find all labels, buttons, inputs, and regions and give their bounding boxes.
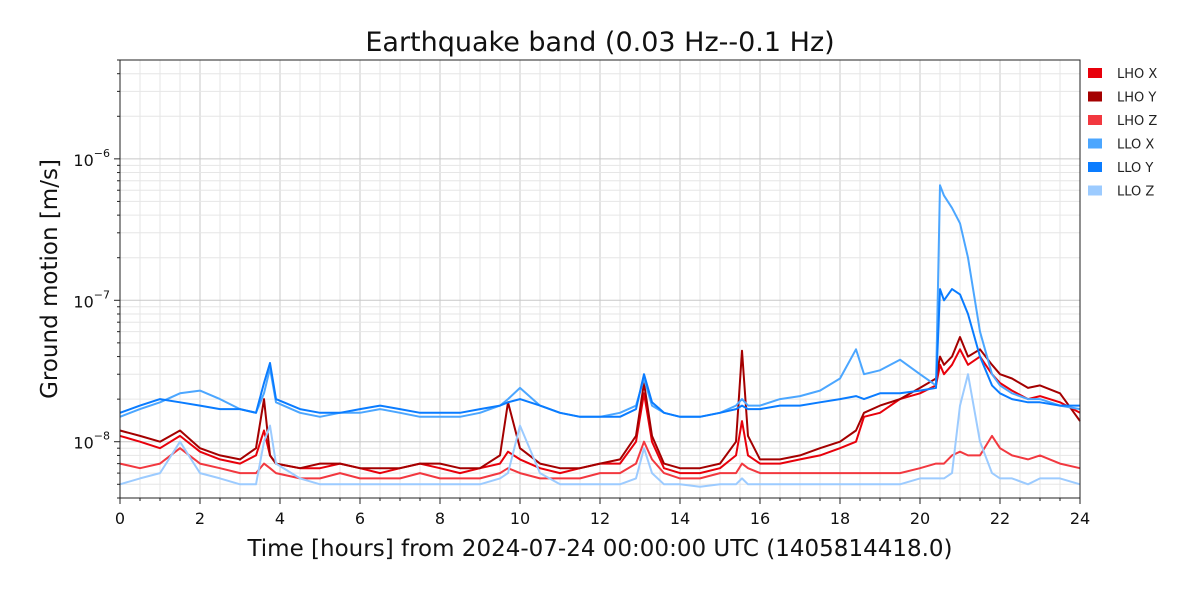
x-tick-label: 22 <box>990 509 1010 528</box>
series-line-llo-z <box>119 373 1081 488</box>
legend-label-lho-z: LHO Z <box>1117 114 1157 129</box>
x-tick-label: 6 <box>355 509 365 528</box>
y-tick-label: 10−6 <box>73 147 110 170</box>
x-tick-label: 8 <box>435 509 445 528</box>
y-tick-label: 10−7 <box>73 288 110 311</box>
x-tick-label: 12 <box>590 509 610 528</box>
x-tick-label: 18 <box>830 509 850 528</box>
legend-label-lho-y: LHO Y <box>1117 91 1156 106</box>
x-tick-label: 14 <box>670 509 690 528</box>
series-line-lho-z <box>119 434 1081 480</box>
series-line-lho-y <box>119 336 1081 470</box>
legend-swatch-lho-x <box>1088 68 1102 78</box>
x-axis-ticks: 0 2 4 6 8 10 12 14 16 18 20 22 24 <box>115 498 1090 528</box>
y-axis-ticks: 10−8 10−7 10−6 <box>73 59 120 499</box>
legend-swatch-lho-z <box>1088 115 1102 125</box>
x-tick-label: 20 <box>910 509 930 528</box>
legend: LHO X LHO Y LHO Z LLO X LLO Y LLO Z <box>1088 67 1157 200</box>
legend-swatch-llo-z <box>1088 185 1102 196</box>
x-tick-label: 0 <box>115 509 125 528</box>
legend-swatch-llo-x <box>1088 138 1102 149</box>
legend-label-llo-z: LLO Z <box>1117 185 1154 200</box>
y-axis-label: Ground motion [m/s] <box>37 159 63 399</box>
legend-label-llo-x: LLO X <box>1117 138 1154 153</box>
series-line-llo-y <box>119 288 1080 418</box>
chart-title: Earthquake band (0.03 Hz--0.1 Hz) <box>365 27 834 58</box>
x-axis-label: Time [hours] from 2024-07-24 00:00:00 UT… <box>246 536 952 562</box>
series-lines <box>119 184 1081 488</box>
legend-label-lho-x: LHO X <box>1117 67 1157 82</box>
series-line-llo-x <box>119 184 1081 418</box>
x-tick-label: 16 <box>750 509 770 528</box>
x-tick-label: 2 <box>195 509 205 528</box>
legend-label-llo-y: LLO Y <box>1117 161 1153 176</box>
x-tick-label: 10 <box>510 509 530 528</box>
legend-swatch-lho-y <box>1088 91 1102 102</box>
x-tick-label: 24 <box>1070 509 1090 528</box>
y-tick-label: 10−8 <box>73 430 110 453</box>
x-tick-label: 4 <box>275 509 285 528</box>
legend-swatch-llo-y <box>1088 162 1102 172</box>
